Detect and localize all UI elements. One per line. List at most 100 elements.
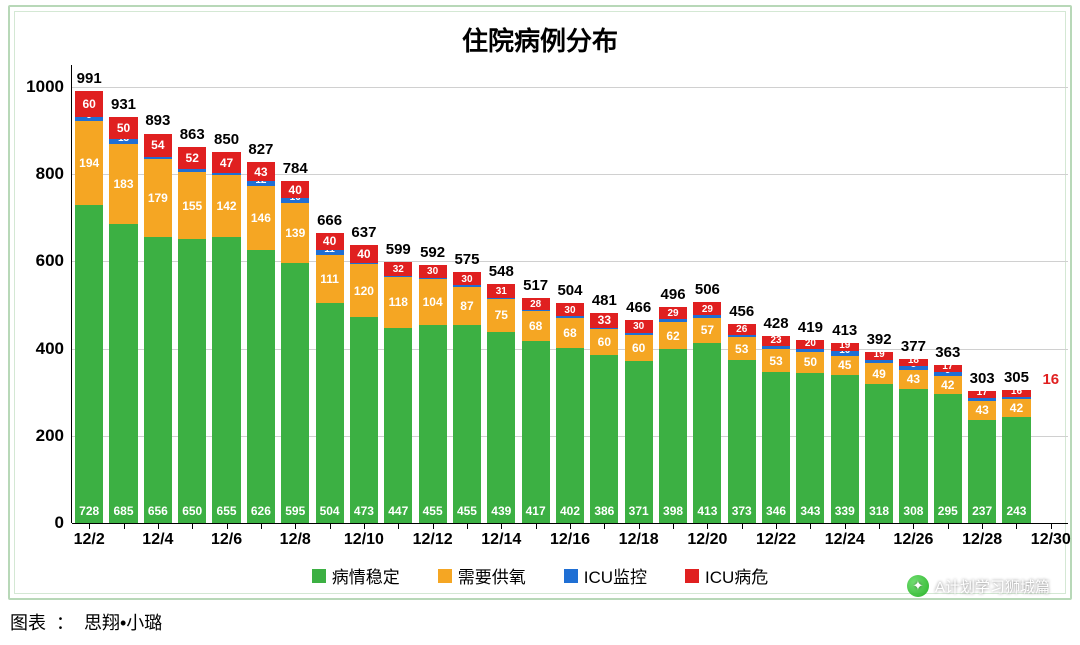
bar-column: 5041111140666 — [316, 65, 344, 523]
bar-column: 29542917363 — [934, 65, 962, 523]
segment-value-label: 455 — [453, 505, 481, 517]
bar-total-label: 637 — [350, 224, 378, 241]
bar-column: 30843818377 — [899, 65, 927, 523]
x-tick-mark — [948, 523, 949, 529]
bar-column: 41768428517 — [522, 65, 550, 523]
legend-swatch — [685, 569, 699, 583]
segment-value-label: 32 — [384, 265, 412, 275]
x-tick-mark — [89, 523, 90, 529]
x-tick-label: 12/14 — [481, 531, 521, 549]
plot-area: 7281949609916851831350931656179454893650… — [72, 65, 1068, 523]
segment-value-label: 43 — [899, 373, 927, 385]
segment-value-label: 47 — [212, 157, 240, 169]
bar-total-label: 575 — [453, 251, 481, 268]
segment-value-label: 656 — [144, 505, 172, 517]
bar-total-label: 428 — [762, 315, 790, 332]
segment-value-label: 50 — [796, 356, 824, 368]
legend-label: ICU病危 — [705, 563, 768, 588]
bar-column: 40268430504 — [556, 65, 584, 523]
x-tick-mark — [673, 523, 674, 529]
segment-value-label: 19 — [865, 350, 893, 360]
segment-value-label: 45 — [831, 359, 859, 371]
x-tick-mark — [742, 523, 743, 529]
segment-value-label: 53 — [762, 355, 790, 367]
bar-total-label: 991 — [75, 70, 103, 87]
segment-value-label: 30 — [419, 267, 447, 277]
segment-value-label: 68 — [556, 327, 584, 339]
bar-column: 34350620419 — [796, 65, 824, 523]
segment-value-label: 295 — [934, 505, 962, 517]
caption: 图表 ： 思翔•小璐 — [10, 609, 162, 635]
segment-value-label: 504 — [316, 505, 344, 517]
watermark-text: A计划学习狮城篇 — [935, 576, 1050, 597]
segment-value-label: 43 — [247, 166, 275, 178]
x-tick-label: 12/2 — [74, 531, 105, 549]
segment-value-label: 60 — [75, 98, 103, 110]
bar-segment-stable — [419, 325, 447, 523]
segment-value-label: 626 — [247, 505, 275, 517]
segment-value-label: 655 — [212, 505, 240, 517]
bar-column: 6851831350931 — [109, 65, 137, 523]
x-tick-label: 12/6 — [211, 531, 242, 549]
segment-value-label: 23 — [762, 336, 790, 346]
x-tick-mark — [982, 523, 983, 529]
segment-value-label: 595 — [281, 505, 309, 517]
bar-segment-stable — [384, 328, 412, 523]
bar-total-label: 303 — [968, 370, 996, 387]
y-tick-label: 1000 — [16, 77, 64, 97]
segment-value-label: 413 — [693, 505, 721, 517]
legend-swatch — [438, 569, 452, 583]
segment-value-label: 57 — [693, 324, 721, 336]
segment-value-label: 16 — [1002, 387, 1030, 397]
bar-segment-stable — [316, 303, 344, 523]
segment-value-label: 42 — [1002, 402, 1030, 414]
legend-swatch — [564, 569, 578, 583]
bar-total-label: 496 — [659, 286, 687, 303]
legend-label: ICU监控 — [584, 563, 647, 588]
segment-value-label: 29 — [693, 305, 721, 315]
segment-value-label: 473 — [350, 505, 378, 517]
bar-total-label: 850 — [212, 131, 240, 148]
bar-total-label: 548 — [487, 263, 515, 280]
x-tick-mark — [1016, 523, 1017, 529]
segment-value-label: 53 — [728, 343, 756, 355]
x-tick-mark — [433, 523, 434, 529]
bar-segment-stable — [247, 250, 275, 523]
x-tick-label: 12/20 — [687, 531, 727, 549]
bar-segment-stable — [109, 224, 137, 523]
segment-value-label: 243 — [1002, 505, 1030, 517]
caption-prefix: 图表 — [10, 609, 46, 635]
y-tick-label: 800 — [16, 164, 64, 184]
x-tick-mark — [398, 523, 399, 529]
legend-item-icu_mon: ICU监控 — [564, 563, 647, 588]
bar-column: 38660233481 — [590, 65, 618, 523]
bar-total-label: 517 — [522, 277, 550, 294]
bar-total-label: 784 — [281, 160, 309, 177]
chart-frame: 住院病例分布 728194960991685183135093165617945… — [0, 0, 1080, 645]
bar-total-label: 592 — [419, 244, 447, 261]
bar-total-label: 392 — [865, 331, 893, 348]
segment-value-label: 18 — [899, 356, 927, 366]
bar-total-label: 504 — [556, 282, 584, 299]
segment-value-label: 31 — [487, 287, 515, 297]
y-tick-label: 200 — [16, 426, 64, 446]
bar-segment-stable — [762, 372, 790, 523]
bar-column: 339451019413 — [831, 65, 859, 523]
segment-value-label: 43 — [968, 404, 996, 416]
segment-value-label: 111 — [316, 273, 344, 285]
bar-total-label: 466 — [625, 299, 653, 316]
bar-total-label: 931 — [109, 96, 137, 113]
x-tick-label: 12/4 — [142, 531, 173, 549]
chart-border: 住院病例分布 728194960991685183135093165617945… — [8, 5, 1072, 600]
segment-value-label: 29 — [659, 309, 687, 319]
segment-value-label: 142 — [212, 200, 240, 212]
x-tick-label: 12/22 — [756, 531, 796, 549]
wechat-icon: ✦ — [907, 575, 929, 597]
segment-value-label: 685 — [109, 505, 137, 517]
bar-segment-stable — [178, 239, 206, 523]
x-tick-label: 12/28 — [962, 531, 1002, 549]
segment-value-label: 346 — [762, 505, 790, 517]
y-tick-label: 400 — [16, 339, 64, 359]
bar-segment-stable — [281, 263, 309, 523]
segment-value-label: 447 — [384, 505, 412, 517]
